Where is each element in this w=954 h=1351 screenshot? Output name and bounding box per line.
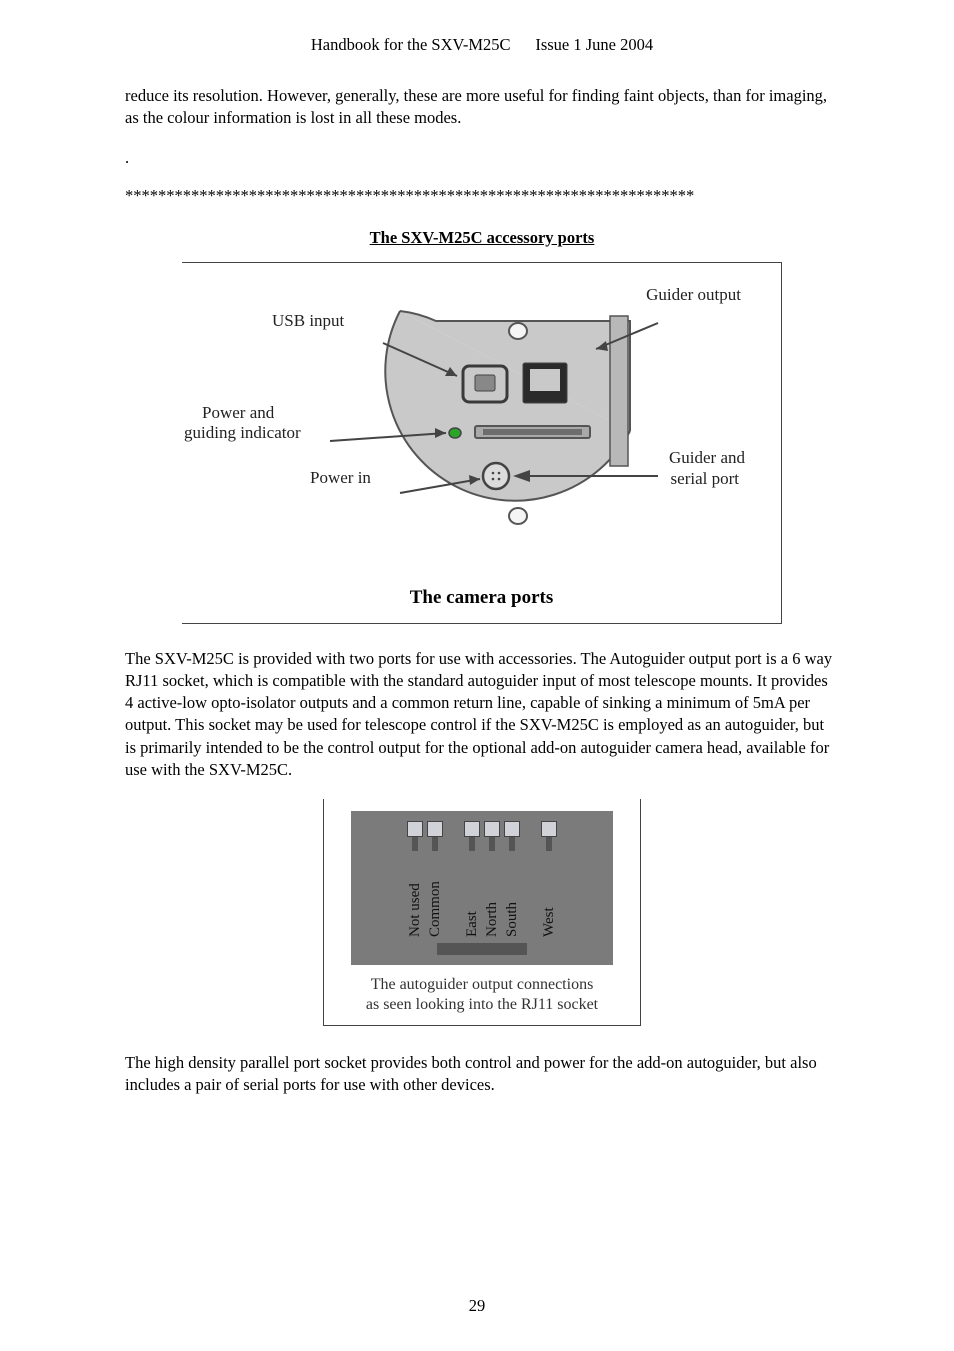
pin-common: Common: [427, 821, 444, 937]
stray-period: .: [125, 148, 839, 168]
label-power-in: Power in: [310, 468, 371, 488]
pin-east: East: [464, 821, 481, 937]
pin-not-used: Not used: [407, 821, 424, 937]
pin-north: North: [484, 821, 501, 937]
page-number: 29: [0, 1296, 954, 1316]
figure1-caption: The camera ports: [200, 587, 763, 609]
intro-paragraph: reduce its resolution. However, generall…: [125, 85, 839, 130]
figure1-wrap: Guider output USB input Power and guidin…: [125, 262, 839, 624]
figure2-wrap: Not used Common East North: [125, 799, 839, 1026]
rj11-pins-row: Not used Common East North: [407, 821, 558, 937]
header-right: Issue 1 June 2004: [535, 35, 653, 54]
figure2-caption: The autoguider output connections as see…: [336, 975, 628, 1015]
rj11-key-icon: [437, 943, 527, 955]
label-guider-serial-1: Guider and: [669, 448, 745, 468]
figure1: Guider output USB input Power and guidin…: [182, 262, 782, 624]
label-power-guiding-1: Power and: [202, 403, 274, 423]
label-power-guiding-2: guiding indicator: [184, 423, 301, 443]
page-container: Handbook for the SXV-M25C Issue 1 June 2…: [0, 0, 954, 1351]
section-title: The SXV-M25C accessory ports: [125, 228, 839, 248]
label-usb-input: USB input: [272, 311, 344, 331]
figure2: Not used Common East North: [323, 799, 641, 1026]
label-guider-serial-2: serial port: [671, 469, 739, 489]
rj11-connector-icon: Not used Common East North: [351, 811, 613, 965]
mid-paragraph: The SXV-M25C is provided with two ports …: [125, 648, 839, 782]
header-left: Handbook for the SXV-M25C: [311, 35, 511, 54]
running-header: Handbook for the SXV-M25C Issue 1 June 2…: [125, 35, 839, 55]
pin-west: West: [541, 821, 558, 937]
pin-south: South: [504, 821, 521, 937]
label-guider-output: Guider output: [646, 285, 741, 305]
final-paragraph: The high density parallel port socket pr…: [125, 1052, 839, 1097]
divider-stars: ****************************************…: [125, 186, 839, 206]
